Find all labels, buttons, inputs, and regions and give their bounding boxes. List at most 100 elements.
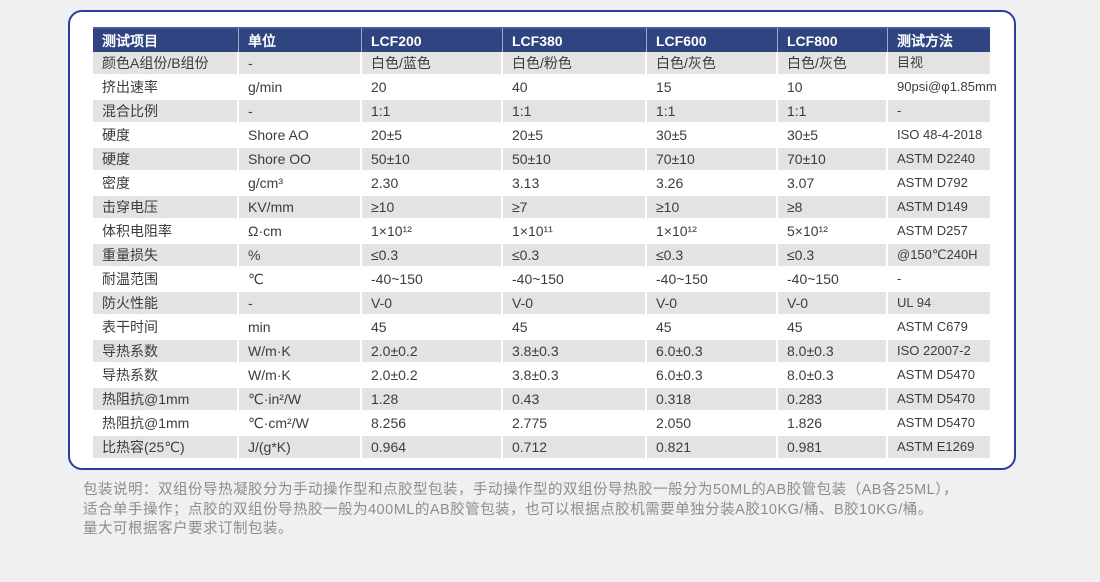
- table-cell: ℃: [239, 268, 362, 292]
- table-cell: g/min: [239, 76, 362, 100]
- table-cell: Ω·cm: [239, 220, 362, 244]
- table-cell: 1×10¹²: [362, 220, 503, 244]
- table-cell: 20±5: [362, 124, 503, 148]
- table-cell: 30±5: [778, 124, 888, 148]
- table-cell: 50±10: [362, 148, 503, 172]
- table-cell: 0.981: [778, 436, 888, 460]
- table-cell: @150℃240H: [888, 244, 990, 268]
- table-row: 热阻抗@1mm ℃·in²/W 1.28 0.43 0.318 0.283 ASTM D54…: [93, 388, 990, 412]
- table-cell: 1×10¹²: [647, 220, 778, 244]
- table-row: 硬度 Shore OO 50±10 50±10 70±10 70±10 ASTM D2240: [93, 148, 990, 172]
- table-cell: 混合比例: [93, 100, 239, 124]
- table-cell: 10: [778, 76, 888, 100]
- table-cell: 0.712: [503, 436, 647, 460]
- table-cell: ASTM D5470: [888, 412, 990, 436]
- table-cell: -: [239, 292, 362, 316]
- table-row: 重量损失% ≤0.3 ≤0.3 ≤0.3 ≤0.3 @150℃240H: [93, 244, 990, 268]
- table-cell: -: [888, 268, 990, 292]
- table-cell: 0.318: [647, 388, 778, 412]
- table-cell: W/m·K: [239, 340, 362, 364]
- table-cell: ≤0.3: [362, 244, 503, 268]
- table-row: 导热系数 W/m·K 2.0±0.2 3.8±0.3 6.0±0.3 8.0±0.3 AST…: [93, 364, 990, 388]
- table-cell: 1×10¹¹: [503, 220, 647, 244]
- table-cell: -: [888, 100, 990, 124]
- table-cell: 30±5: [647, 124, 778, 148]
- table-cell: 40: [503, 76, 647, 100]
- table-cell: 硬度: [93, 124, 239, 148]
- table-cell: 2.0±0.2: [362, 340, 503, 364]
- table-cell: 体积电阻率: [93, 220, 239, 244]
- table-cell: 颜色A组份/B组份: [93, 52, 239, 76]
- table-cell: min: [239, 316, 362, 340]
- table-cell: 热阻抗@1mm: [93, 388, 239, 412]
- table-cell: 3.8±0.3: [503, 340, 647, 364]
- table-cell: 45: [503, 316, 647, 340]
- table-header-row: 测试项目 单位 LCF200 LCF380 LCF600 LCF800 测试方法: [93, 27, 990, 52]
- table-cell: Shore OO: [239, 148, 362, 172]
- table-cell: 0.43: [503, 388, 647, 412]
- packaging-note-line: 包装说明：双组份导热凝胶分为手动操作型和点胶型包装，手动操作型的双组份导热胶一般…: [83, 482, 958, 498]
- table-cell: ≤0.3: [778, 244, 888, 268]
- table-row: 比热容(25℃) J/(g*K) 0.964 0.712 0.821 0.981 ASTM …: [93, 436, 990, 460]
- table-cell: 6.0±0.3: [647, 364, 778, 388]
- table-cell: V-0: [503, 292, 647, 316]
- table-cell: 导热系数: [93, 364, 239, 388]
- table-cell: %: [239, 244, 362, 268]
- table-row: 防火性能 - V-0 V-0 V-0 V-0 UL 94: [93, 292, 990, 316]
- table-cell: ≥7: [503, 196, 647, 220]
- table-cell: ASTM D2240: [888, 148, 990, 172]
- table-row: 硬度 Shore AO 20±5 20±5 30±5 30±5 ISO 48-4-2018: [93, 124, 990, 148]
- column-header: LCF200: [362, 27, 503, 52]
- table-cell: 50±10: [503, 148, 647, 172]
- spec-table-card: 测试项目 单位 LCF200 LCF380 LCF600 LCF800 测试方法 颜色A组份/…: [68, 10, 1016, 470]
- table-cell: 比热容(25℃): [93, 436, 239, 460]
- table-row: 颜色A组份/B组份 - 白色/蓝色 白色/粉色 白色/灰色 白色/灰色 目视: [93, 52, 990, 76]
- table-cell: 硬度: [93, 148, 239, 172]
- table-row: 混合比例 -1:1 1:1 1:1 1:1-: [93, 100, 990, 124]
- table-cell: 白色/蓝色: [362, 52, 503, 76]
- table-cell: 击穿电压: [93, 196, 239, 220]
- table-cell: 2.050: [647, 412, 778, 436]
- column-header: 测试项目: [93, 27, 239, 52]
- table-cell: 热阻抗@1mm: [93, 412, 239, 436]
- table-cell: 8.0±0.3: [778, 364, 888, 388]
- table-cell: 45: [362, 316, 503, 340]
- table-cell: ASTM E1269: [888, 436, 990, 460]
- table-cell: J/(g*K): [239, 436, 362, 460]
- table-cell: 重量损失: [93, 244, 239, 268]
- table-cell: ℃·in²/W: [239, 388, 362, 412]
- column-header: LCF800: [778, 27, 888, 52]
- table-cell: 目视: [888, 52, 990, 76]
- table-cell: 导热系数: [93, 340, 239, 364]
- table-cell: 2.30: [362, 172, 503, 196]
- table-cell: W/m·K: [239, 364, 362, 388]
- table-cell: Shore AO: [239, 124, 362, 148]
- table-cell: 2.775: [503, 412, 647, 436]
- table-cell: V-0: [647, 292, 778, 316]
- table-row: 击穿电压 KV/mm ≥10 ≥7 ≥10 ≥8 ASTM D149: [93, 196, 990, 220]
- table-cell: 防火性能: [93, 292, 239, 316]
- table-cell: V-0: [362, 292, 503, 316]
- table-cell: 表干时间: [93, 316, 239, 340]
- table-cell: 密度: [93, 172, 239, 196]
- packaging-note: 包装说明：双组份导热凝胶分为手动操作型和点胶型包装，手动操作型的双组份导热胶一般…: [83, 481, 1083, 540]
- table-cell: V-0: [778, 292, 888, 316]
- table-cell: ASTM D5470: [888, 388, 990, 412]
- table-cell: ≤0.3: [647, 244, 778, 268]
- table-cell: ≥10: [362, 196, 503, 220]
- table-cell: ASTM D257: [888, 220, 990, 244]
- table-cell: 45: [647, 316, 778, 340]
- table-cell: ASTM C679: [888, 316, 990, 340]
- column-header: 单位: [239, 27, 362, 52]
- table-row: 表干时间 min 45 45 45 45 ASTM C679: [93, 316, 990, 340]
- table-cell: 3.13: [503, 172, 647, 196]
- table-row: 导热系数 W/m·K 2.0±0.2 3.8±0.3 6.0±0.3 8.0±0.3 ISO…: [93, 340, 990, 364]
- table-cell: ASTM D5470: [888, 364, 990, 388]
- table-cell: ℃·cm²/W: [239, 412, 362, 436]
- table-cell: -: [239, 52, 362, 76]
- table-cell: ≥8: [778, 196, 888, 220]
- table-cell: 耐温范围: [93, 268, 239, 292]
- table-cell: 1.826: [778, 412, 888, 436]
- table-cell: 1:1: [362, 100, 503, 124]
